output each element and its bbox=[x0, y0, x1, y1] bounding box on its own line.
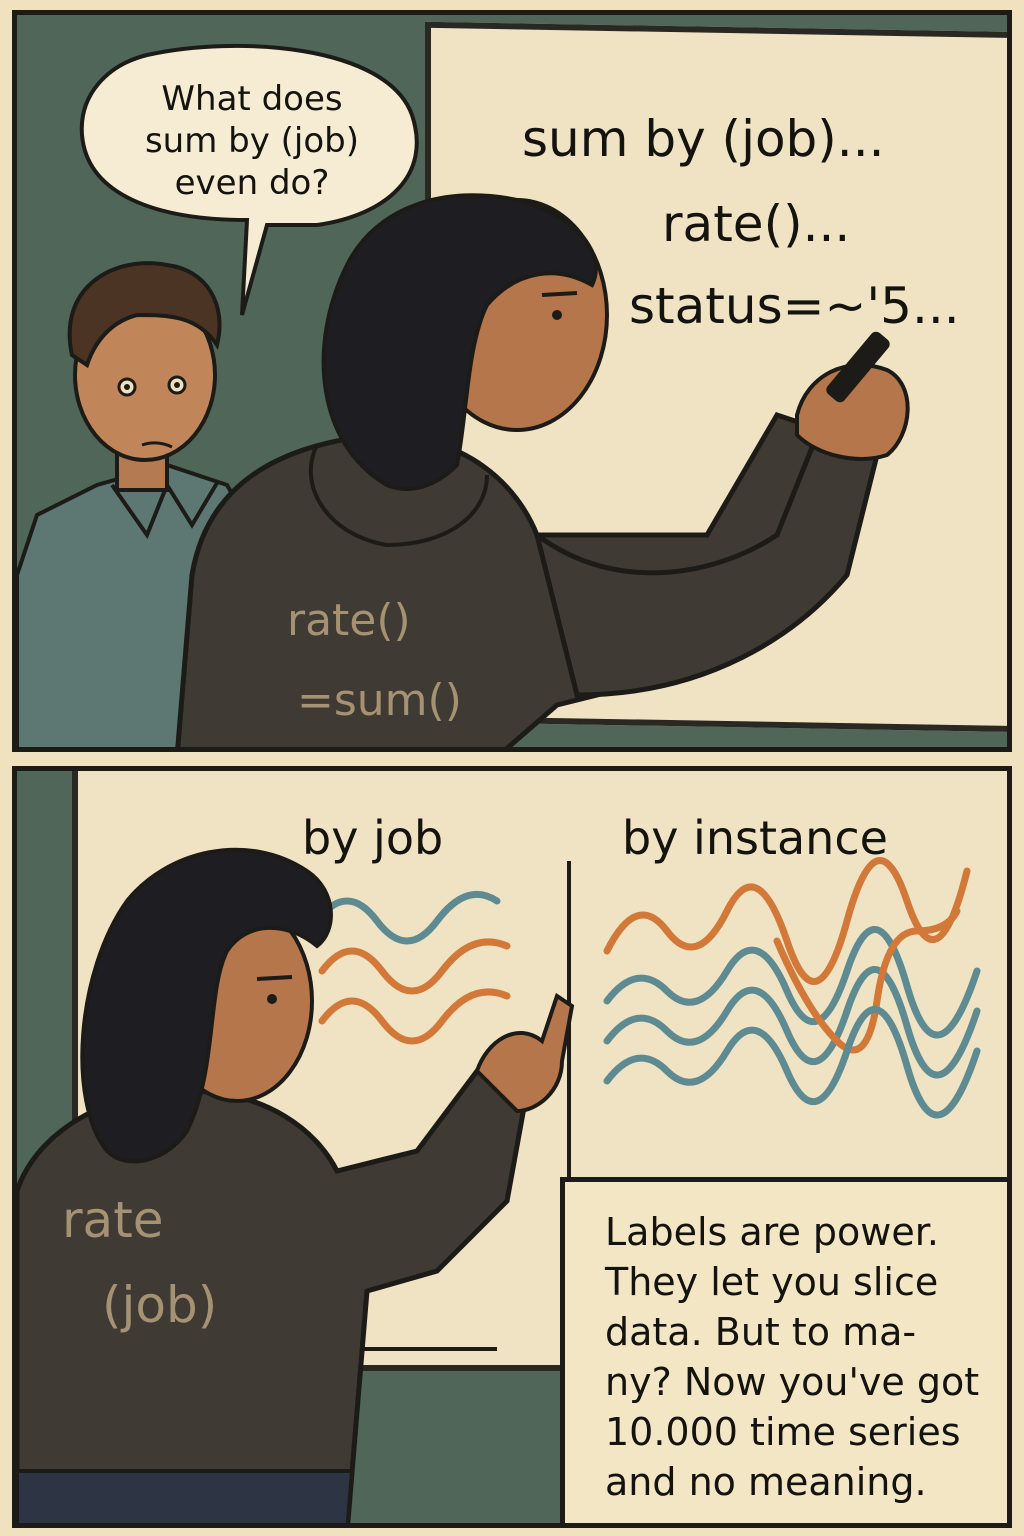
whiteboard-line-2: rate()... bbox=[662, 195, 851, 253]
woman-figure-bottom bbox=[17, 847, 575, 1523]
by-job-line-orange-1 bbox=[318, 938, 511, 995]
whiteboard-line-1: sum by (job)... bbox=[522, 110, 885, 168]
speech-line-2: sum by (job) bbox=[144, 121, 360, 161]
caption-box: Labels are power. They let you slice dat… bbox=[560, 1177, 1007, 1523]
speech-bubble: What does sum by (job) even do? bbox=[102, 75, 402, 215]
caption-line-1: Labels are power. bbox=[605, 1210, 939, 1254]
scene-top-illustration bbox=[17, 43, 910, 747]
woman-figure bbox=[175, 193, 910, 747]
by-instance-line-teal-1 bbox=[603, 926, 981, 1039]
hoodie-text-bottom-2: (job) bbox=[102, 1276, 218, 1334]
caption-line-5: 10.000 time series bbox=[605, 1410, 961, 1454]
speech-line-1: What does bbox=[161, 79, 343, 119]
caption-line-3: data. But to ma- bbox=[605, 1310, 917, 1354]
speech-line-3: even do? bbox=[174, 163, 330, 203]
panel-bottom: by job by instance rate (job) Labels are… bbox=[12, 766, 1012, 1528]
by-job-line-orange-2 bbox=[318, 988, 511, 1045]
panel-top: sum by (job)... rate()... status=~'5... … bbox=[12, 10, 1012, 752]
hoodie-text-bottom-1: rate bbox=[62, 1191, 164, 1249]
by-instance-line-orange-1 bbox=[603, 857, 971, 985]
hoodie-text-top-1: rate() bbox=[287, 595, 411, 646]
heading-by-job: by job bbox=[302, 811, 444, 865]
caption-line-2: They let you slice bbox=[605, 1260, 939, 1304]
heading-by-instance: by instance bbox=[622, 811, 888, 865]
whiteboard-line-3: status=~'5... bbox=[629, 277, 960, 335]
hoodie-text-top-2: =sum() bbox=[297, 675, 462, 726]
speech-bubble-shape bbox=[79, 43, 419, 316]
caption-line-4: ny? Now you've got bbox=[605, 1360, 980, 1404]
scene-bottom-illustration bbox=[17, 847, 981, 1523]
by-instance-line-teal-3 bbox=[603, 1006, 981, 1119]
by-instance-line-teal-2 bbox=[603, 966, 981, 1079]
caption-line-6: and no meaning. bbox=[605, 1460, 927, 1504]
by-job-line-teal bbox=[313, 890, 501, 945]
